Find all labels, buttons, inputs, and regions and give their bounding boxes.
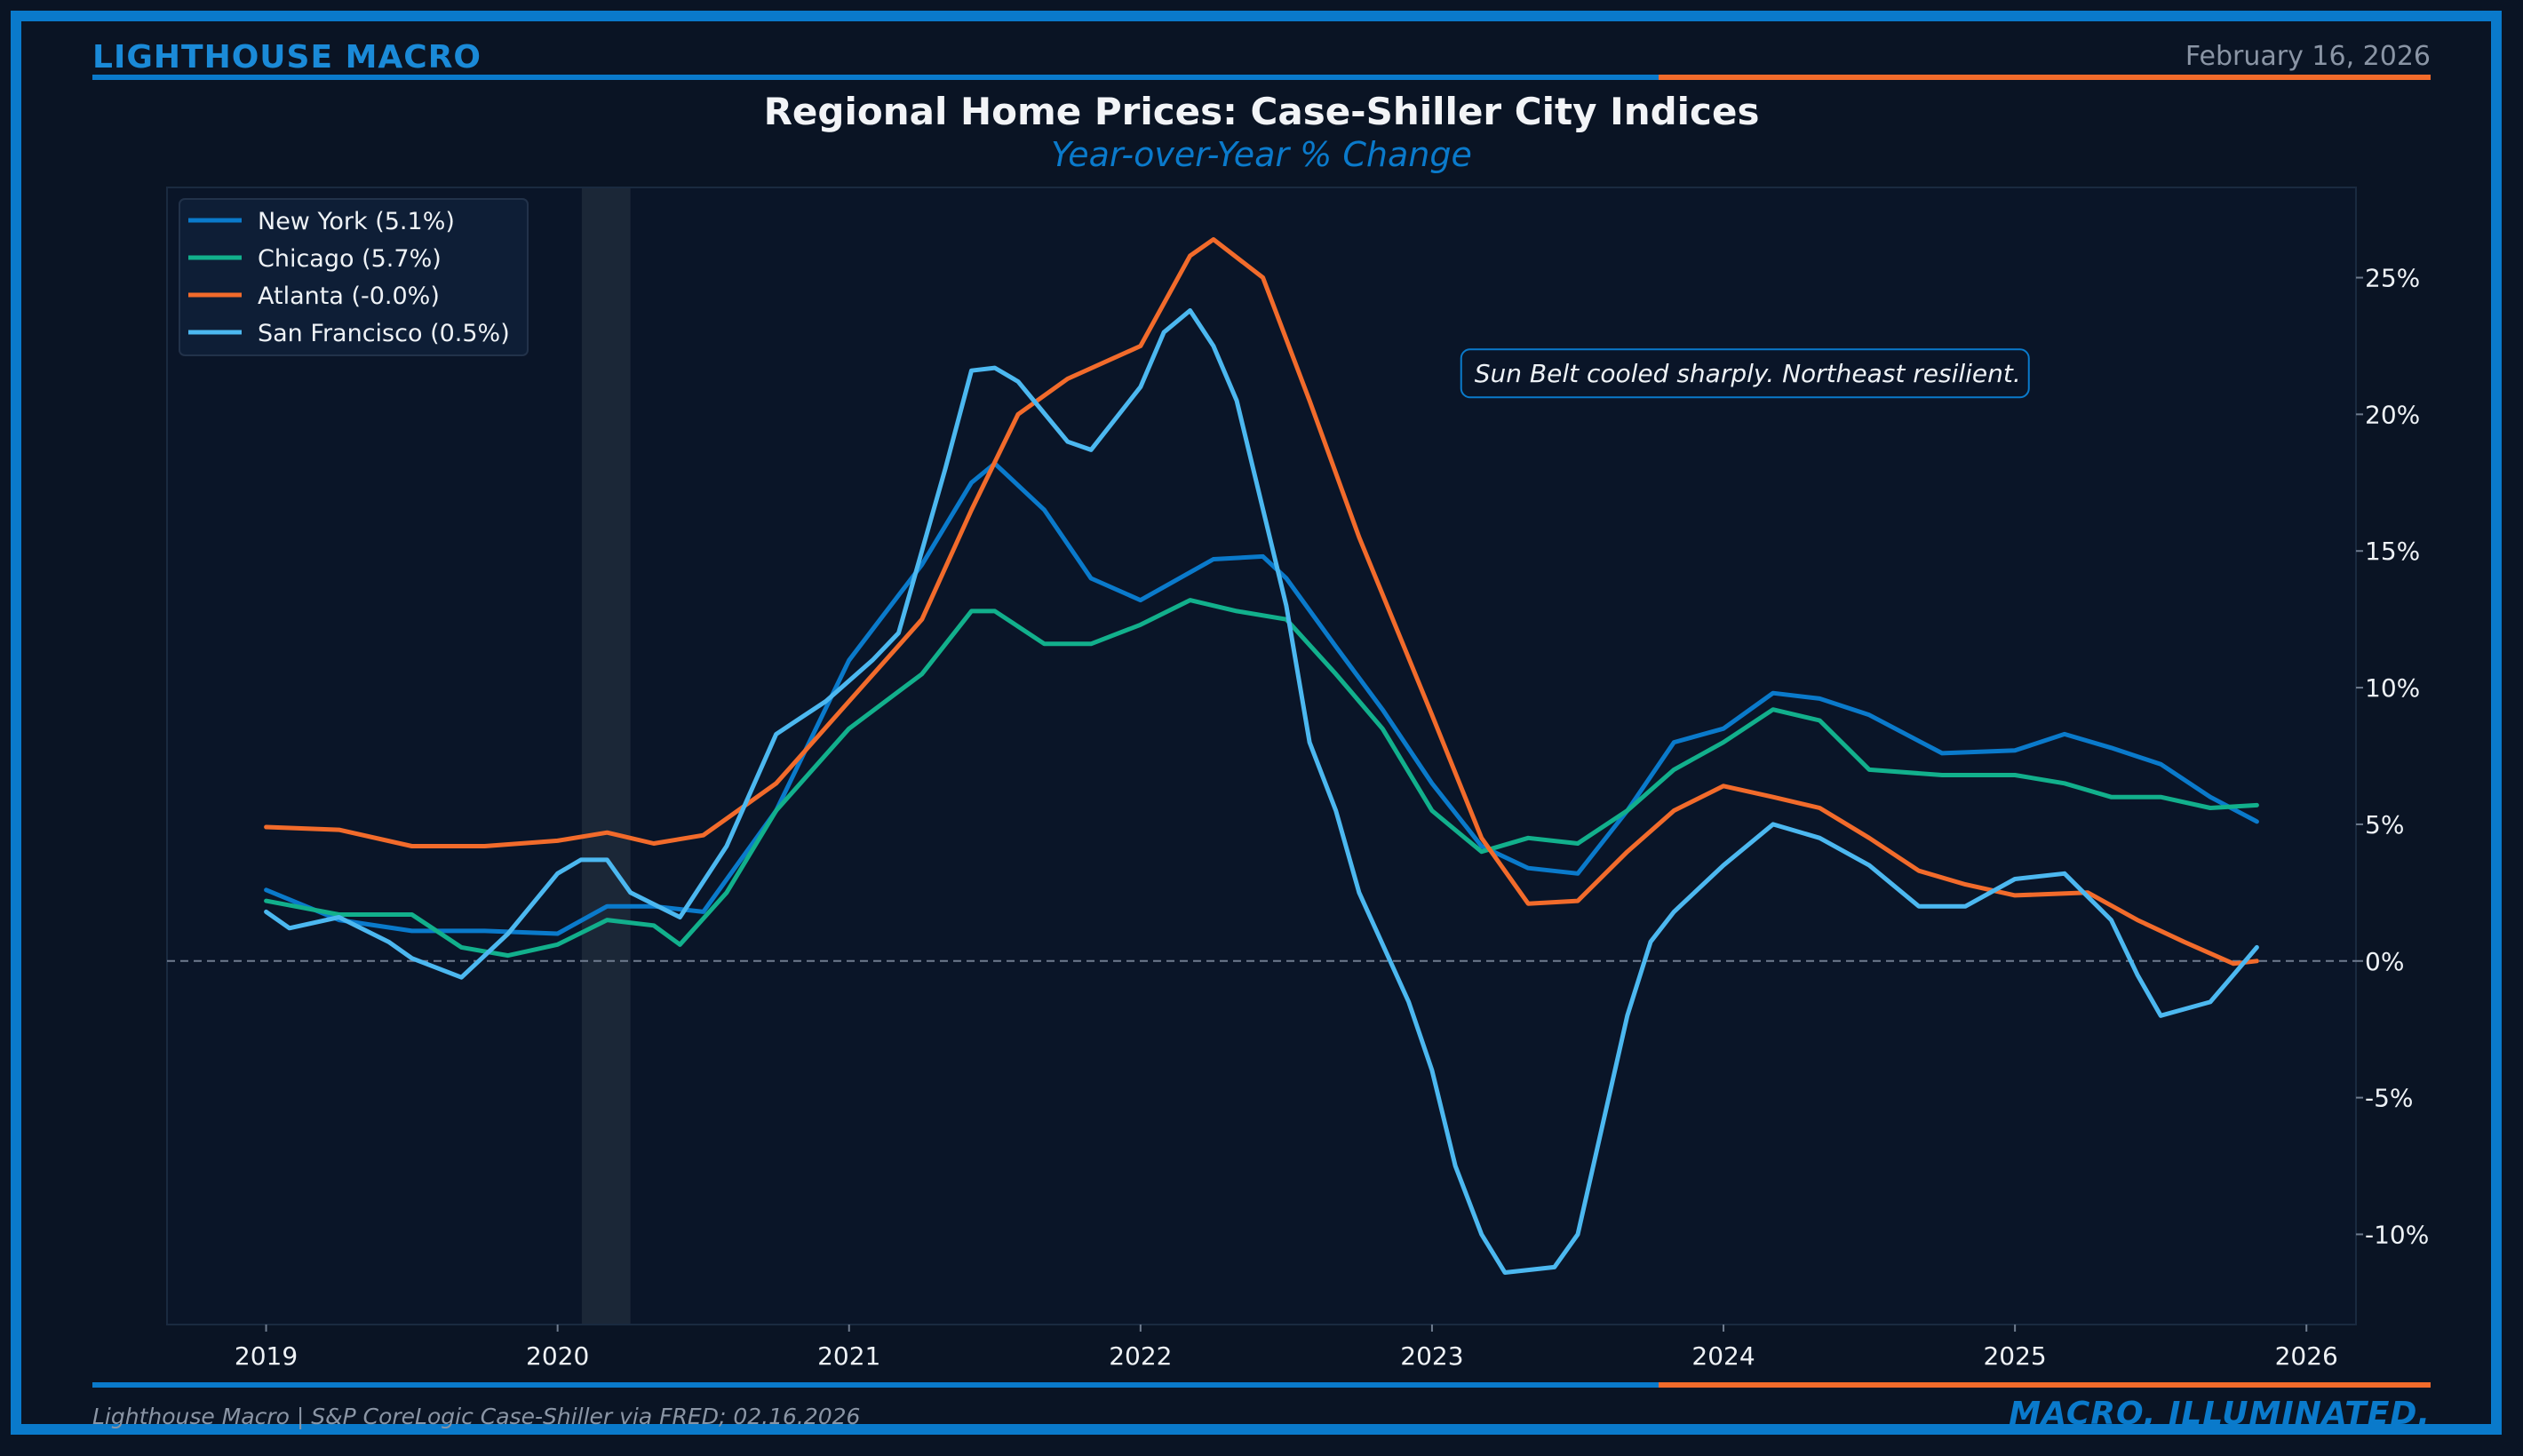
x-tick-label: 2021: [817, 1341, 880, 1371]
y-tick-label: 25%: [2365, 264, 2420, 293]
series-line-atlanta: [264, 237, 2259, 967]
x-tick-label: 2020: [526, 1341, 589, 1371]
header-rule: [92, 75, 2431, 80]
outer-frame: [11, 11, 2502, 1435]
x-tick-label: 2024: [1691, 1341, 1755, 1371]
legend-label: San Francisco (0.5%): [258, 320, 510, 347]
y-tick-label: 20%: [2365, 400, 2420, 429]
source-note: Lighthouse Macro | S&P CoreLogic Case-Sh…: [92, 1404, 861, 1429]
legend-label: Atlanta (-0.0%): [258, 282, 440, 310]
series-line-san-francisco: [264, 308, 2259, 1275]
chart-subtitle: Year-over-Year % Change: [1051, 135, 1472, 174]
footer-tagline: MACRO, ILLUMINATED.: [2009, 1396, 2431, 1432]
x-tick-label: 2025: [1983, 1341, 2046, 1371]
y-tick-label: -10%: [2365, 1220, 2429, 1249]
series-line-chicago: [264, 598, 2259, 959]
legend-label: New York (5.1%): [258, 208, 455, 235]
header-rule-blue: [92, 75, 1659, 80]
y-tick-label: 15%: [2365, 537, 2420, 566]
annotation-text: Sun Belt cooled sharply. Northeast resil…: [1475, 359, 2021, 388]
x-tick-label: 2023: [1400, 1341, 1463, 1371]
footer-rule-orange: [1659, 1382, 2431, 1388]
x-tick-label: 2026: [2275, 1341, 2338, 1371]
header-rule-orange: [1659, 75, 2431, 80]
annotation-box: [1460, 348, 2030, 399]
y-tick-label: 5%: [2365, 810, 2404, 839]
legend-box: [179, 198, 529, 356]
x-tick-label: 2022: [1109, 1341, 1172, 1371]
x-tick-label: 2019: [235, 1341, 298, 1371]
y-tick-label: 0%: [2365, 947, 2404, 976]
recession-shade: [581, 188, 631, 1324]
legend-label: Chicago (5.7%): [258, 245, 442, 273]
y-tick-label: -5%: [2365, 1084, 2414, 1113]
footer-rule: [92, 1382, 2431, 1388]
report-date: February 16, 2026: [2185, 41, 2431, 72]
footer-rule-blue: [92, 1382, 1659, 1388]
chart-title: Regional Home Prices: Case-Shiller City …: [763, 90, 1760, 133]
brand-logo-text: LIGHTHOUSE MACRO: [92, 39, 482, 76]
y-tick-label: 10%: [2365, 673, 2420, 703]
